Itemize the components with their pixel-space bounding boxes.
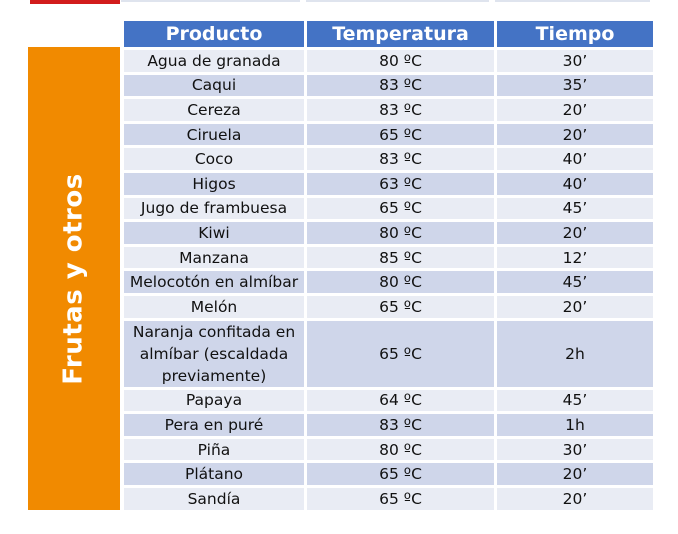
- cell-product: Caqui: [124, 74, 304, 97]
- top-accent-strip: [30, 0, 120, 4]
- table-row: Kiwi 80 ºC 20’: [124, 222, 653, 244]
- table-row: Naranja confitada en almíbar (escaldada …: [124, 320, 653, 387]
- cell-temperature: 80 ºC: [307, 271, 494, 293]
- header-temperatura: Temperatura: [307, 21, 494, 47]
- cell-product: Agua de granada: [124, 50, 304, 72]
- cell-time: 20’: [497, 463, 653, 485]
- cell-product: Naranja confitada en almíbar (escaldada …: [124, 320, 304, 387]
- top-divider: [495, 0, 650, 2]
- cell-product: Coco: [124, 148, 304, 170]
- cell-time: 1h: [497, 414, 653, 436]
- table-row: Cereza 83 ºC 20’: [124, 99, 653, 121]
- table-row: Plátano 65 ºC 20’: [124, 463, 653, 485]
- table-row: Papaya 64 ºC 45’: [124, 389, 653, 412]
- cell-temperature: 83 ºC: [307, 414, 494, 436]
- cell-time: 30’: [497, 438, 653, 461]
- cell-temperature: 65 ºC: [307, 295, 494, 318]
- cell-time: 40’: [497, 148, 653, 170]
- header-row: Producto Temperatura Tiempo: [124, 21, 653, 47]
- cell-temperature: 83 ºC: [307, 74, 494, 97]
- table-row: Higos 63 ºC 40’: [124, 172, 653, 195]
- cell-product: Plátano: [124, 463, 304, 485]
- cell-temperature: 63 ºC: [307, 172, 494, 195]
- table-row: Melón 65 ºC 20’: [124, 295, 653, 318]
- cell-temperature: 65 ºC: [307, 487, 494, 510]
- cell-product: Ciruela: [124, 123, 304, 146]
- table-row: Caqui 83 ºC 35’: [124, 74, 653, 97]
- cell-product: Cereza: [124, 99, 304, 121]
- cell-product: Manzana: [124, 246, 304, 269]
- table-row: Ciruela 65 ºC 20’: [124, 123, 653, 146]
- cell-temperature: 85 ºC: [307, 246, 494, 269]
- cell-time: 20’: [497, 123, 653, 146]
- cell-product: Sandía: [124, 487, 304, 510]
- cell-product: Piña: [124, 438, 304, 461]
- cell-time: 2h: [497, 320, 653, 387]
- cell-temperature: 65 ºC: [307, 123, 494, 146]
- cell-temperature: 80 ºC: [307, 222, 494, 244]
- cell-product: Pera en puré: [124, 414, 304, 436]
- cell-time: 20’: [497, 487, 653, 510]
- cell-product: Kiwi: [124, 222, 304, 244]
- table-row: Pera en puré 83 ºC 1h: [124, 414, 653, 436]
- cell-temperature: 65 ºC: [307, 197, 494, 220]
- cell-product: Melón: [124, 295, 304, 318]
- cell-product: Papaya: [124, 389, 304, 412]
- cell-temperature: 64 ºC: [307, 389, 494, 412]
- cell-time: 45’: [497, 197, 653, 220]
- cell-time: 40’: [497, 172, 653, 195]
- cell-product: Jugo de frambuesa: [124, 197, 304, 220]
- table-row: Melocotón en almíbar 80 ºC 45’: [124, 271, 653, 293]
- table-row: Sandía 65 ºC 20’: [124, 487, 653, 510]
- product-table: Producto Temperatura Tiempo Agua de gran…: [121, 18, 656, 513]
- table-row: Coco 83 ºC 40’: [124, 148, 653, 170]
- table-row: Jugo de frambuesa 65 ºC 45’: [124, 197, 653, 220]
- top-divider: [306, 0, 489, 2]
- cell-product: Higos: [124, 172, 304, 195]
- cell-temperature: 83 ºC: [307, 148, 494, 170]
- cell-temperature: 80 ºC: [307, 438, 494, 461]
- category-band: Frutas y otros: [28, 47, 120, 510]
- cell-time: 20’: [497, 222, 653, 244]
- cell-product: Melocotón en almíbar: [124, 271, 304, 293]
- table-row: Piña 80 ºC 30’: [124, 438, 653, 461]
- cell-temperature: 65 ºC: [307, 463, 494, 485]
- header-tiempo: Tiempo: [497, 21, 653, 47]
- table-row: Agua de granada 80 ºC 30’: [124, 50, 653, 72]
- category-label: Frutas y otros: [59, 172, 90, 385]
- cell-temperature: 83 ºC: [307, 99, 494, 121]
- cell-time: 12’: [497, 246, 653, 269]
- cell-time: 45’: [497, 271, 653, 293]
- table-row: Manzana 85 ºC 12’: [124, 246, 653, 269]
- cell-time: 35’: [497, 74, 653, 97]
- cell-temperature: 65 ºC: [307, 320, 494, 387]
- cell-time: 20’: [497, 295, 653, 318]
- cell-temperature: 80 ºC: [307, 50, 494, 72]
- header-producto: Producto: [124, 21, 304, 47]
- cell-time: 45’: [497, 389, 653, 412]
- cell-time: 20’: [497, 99, 653, 121]
- top-divider: [121, 0, 300, 2]
- cell-time: 30’: [497, 50, 653, 72]
